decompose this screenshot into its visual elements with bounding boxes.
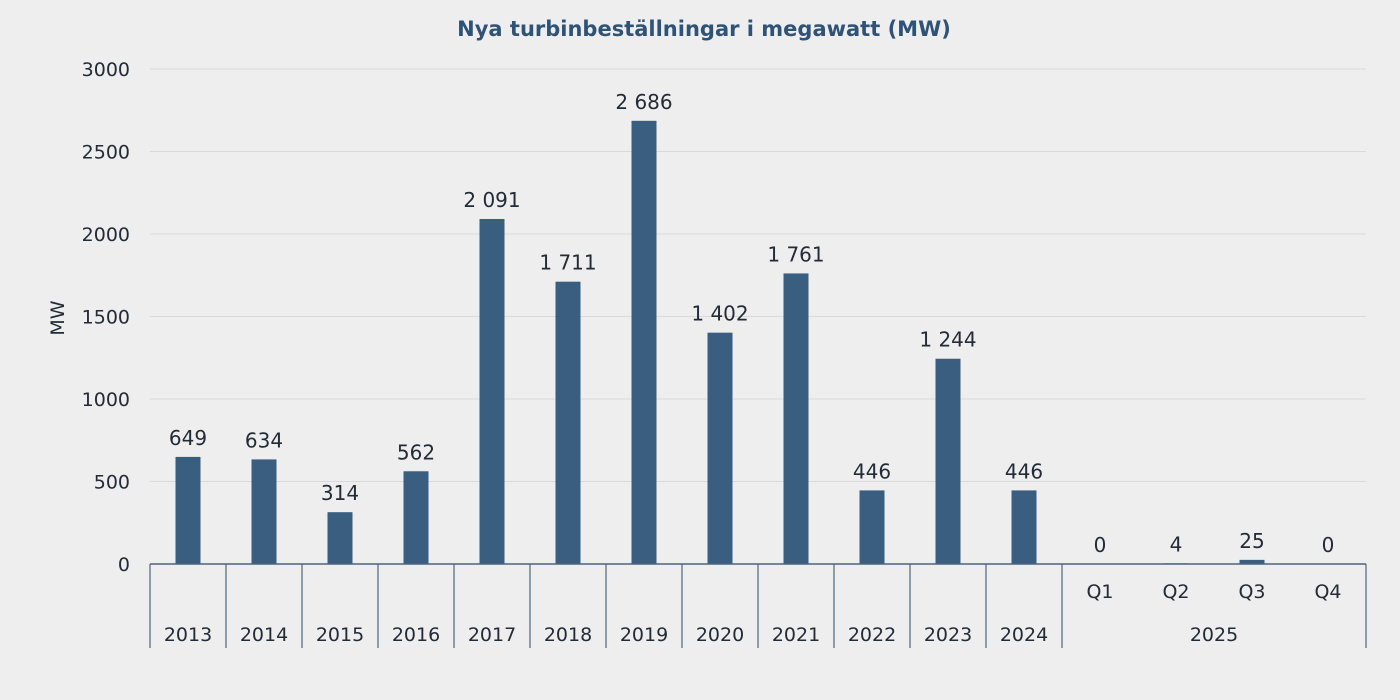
- data-label: 4: [1170, 532, 1183, 556]
- data-label: 314: [321, 481, 359, 505]
- data-label: 649: [169, 426, 207, 450]
- bar-2019: [631, 120, 657, 564]
- x-tick-label: 2022: [848, 624, 896, 646]
- data-label: 0: [1322, 533, 1335, 557]
- x-tick-label: 2020: [696, 624, 744, 646]
- bar-Q3: [1239, 559, 1265, 564]
- chart-title: Nya turbinbeställningar i megawatt (MW): [457, 17, 951, 41]
- x-tick-label: 2017: [468, 624, 516, 646]
- x-tick-label: 2018: [544, 624, 592, 646]
- data-label: 1 711: [539, 251, 596, 275]
- y-axis-label: MW: [47, 300, 69, 335]
- data-label: 446: [1005, 459, 1043, 483]
- x-tick-label: Q1: [1086, 581, 1113, 603]
- x-tick-label: 2019: [620, 624, 668, 646]
- data-label: 634: [245, 428, 283, 452]
- x-tick-label: 2015: [316, 624, 364, 646]
- y-tick-label: 0: [118, 554, 130, 576]
- bar-2013: [175, 456, 201, 564]
- bar-2021: [783, 273, 809, 564]
- data-label: 25: [1239, 529, 1264, 553]
- x-tick-label: 2023: [924, 624, 972, 646]
- y-tick-label: 2500: [82, 142, 130, 164]
- data-label: 1 402: [691, 302, 748, 326]
- data-label: 562: [397, 440, 435, 464]
- data-label: 0: [1094, 533, 1107, 557]
- data-label: 2 686: [615, 90, 672, 114]
- x-tick-label: 2016: [392, 624, 440, 646]
- bar-2024: [1011, 490, 1037, 564]
- bar-2016: [403, 471, 429, 564]
- y-tick-label: 1000: [82, 389, 130, 411]
- bar-2022: [859, 490, 885, 564]
- x-tick-label: 2013: [164, 624, 212, 646]
- bar-2020: [707, 332, 733, 564]
- x-tick-label: Q2: [1162, 581, 1189, 603]
- data-label: 1 761: [767, 242, 824, 266]
- bar-2023: [935, 358, 961, 564]
- y-tick-label: 3000: [82, 59, 130, 81]
- y-tick-label: 2000: [82, 224, 130, 246]
- data-label: 2 091: [463, 188, 520, 212]
- y-tick-label: 1500: [82, 307, 130, 329]
- x-tick-label: Q3: [1238, 581, 1265, 603]
- bar-2017: [479, 218, 505, 565]
- bar-2018: [555, 281, 581, 564]
- data-label: 1 244: [919, 328, 976, 352]
- x-group-label: 2025: [1190, 624, 1238, 646]
- bar-2015: [327, 512, 353, 564]
- x-tick-label: 2014: [240, 624, 288, 646]
- y-tick-label: 500: [94, 472, 130, 494]
- data-label: 446: [853, 459, 891, 483]
- bar-2014: [251, 459, 277, 564]
- x-tick-label: 2024: [1000, 624, 1048, 646]
- x-tick-label: Q4: [1314, 581, 1341, 603]
- x-tick-label: 2021: [772, 624, 820, 646]
